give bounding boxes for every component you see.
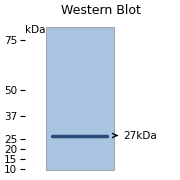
Text: kDa: kDa <box>25 25 45 35</box>
Title: Western Blot: Western Blot <box>60 4 140 17</box>
Text: 27kDa: 27kDa <box>112 130 158 141</box>
Bar <box>46 27 114 170</box>
